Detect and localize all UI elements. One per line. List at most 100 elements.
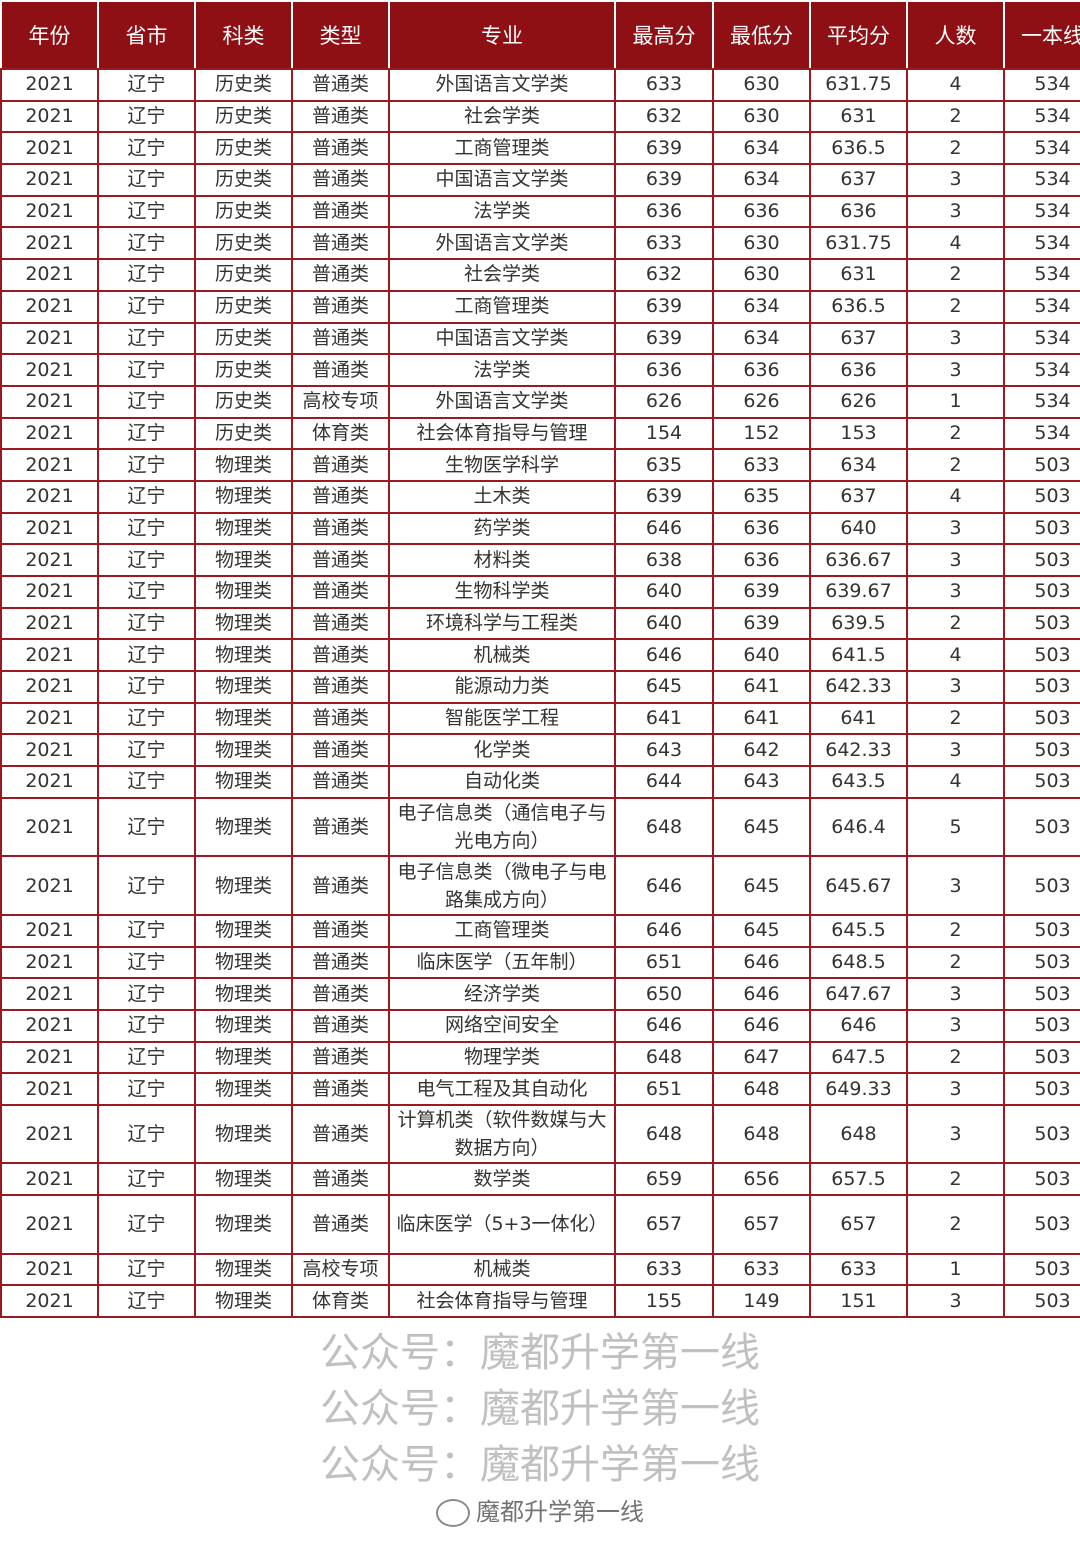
cell-cutoff: 503 [1003,511,1080,546]
cell-type: 普通类 [291,638,390,673]
cell-subject: 历史类 [194,99,293,134]
cell-count: 3 [906,1008,1005,1043]
cell-count: 3 [906,511,1005,546]
cell-province: 辽宁 [97,701,196,736]
cell-major: 外国语言文学类 [388,384,616,419]
cell-year: 2021 [0,796,99,858]
table-row: 2021 辽宁 历史类 普通类 法学类 636 636 636 3 534 [0,353,1080,387]
header-year: 年份 [0,0,99,70]
cell-year: 2021 [0,1040,99,1075]
cell-min-score: 636 [712,543,811,577]
cell-type: 普通类 [291,448,390,482]
cell-province: 辽宁 [97,258,196,292]
cell-year: 2021 [0,258,99,292]
cell-max-score: 646 [614,638,714,673]
cell-year: 2021 [0,163,99,197]
cell-avg-score: 643.5 [809,765,908,799]
cell-province: 辽宁 [97,638,196,673]
cell-major: 社会学类 [388,99,616,134]
table-row: 2021 辽宁 物理类 普通类 智能医学工程 641 641 641 2 503 [0,701,1080,736]
cell-year: 2021 [0,543,99,577]
cell-cutoff: 503 [1003,670,1080,704]
table-row: 2021 辽宁 物理类 普通类 临床医学（5+3一体化） 657 657 657 2 503 [0,1194,1080,1255]
cell-avg-score: 633 [809,1252,908,1287]
cell-subject: 历史类 [194,353,293,387]
cell-cutoff: 503 [1003,575,1080,609]
cell-year: 2021 [0,289,99,324]
cell-type: 普通类 [291,543,390,577]
cell-province: 辽宁 [97,855,196,916]
cell-province: 辽宁 [97,479,196,514]
cell-avg-score: 648 [809,1103,908,1165]
cell-major: 计算机类（软件数媒与大数据方向） [388,1103,616,1165]
cell-avg-score: 631.75 [809,226,908,261]
cell-max-score: 648 [614,1103,714,1165]
cell-major: 社会体育指导与管理 [388,1284,616,1318]
cell-count: 3 [906,1284,1005,1318]
cell-major: 社会体育指导与管理 [388,416,616,451]
cell-subject: 物理类 [194,479,293,514]
cell-major: 智能医学工程 [388,701,616,736]
cell-count: 3 [906,733,1005,768]
cell-avg-score: 647.5 [809,1040,908,1075]
cell-year: 2021 [0,353,99,387]
cell-type: 普通类 [291,163,390,197]
cell-province: 辽宁 [97,194,196,229]
table-row: 2021 辽宁 物理类 普通类 电子信息类（微电子与电路集成方向） 646 645 645.6… [0,855,1080,916]
cell-min-score: 657 [712,1194,811,1255]
cell-subject: 物理类 [194,977,293,1011]
cell-max-score: 626 [614,384,714,419]
cell-avg-score: 151 [809,1284,908,1318]
cell-min-score: 630 [712,99,811,134]
cell-min-score: 646 [712,1008,811,1043]
cell-max-score: 651 [614,945,714,980]
cell-cutoff: 503 [1003,543,1080,577]
cell-count: 3 [906,977,1005,1011]
cell-cutoff: 534 [1003,258,1080,292]
cell-major: 临床医学（五年制） [388,945,616,980]
cell-count: 3 [906,855,1005,916]
cell-type: 普通类 [291,1008,390,1043]
cell-count: 2 [906,258,1005,292]
cell-major: 法学类 [388,194,616,229]
cell-min-score: 646 [712,945,811,980]
cell-subject: 物理类 [194,765,293,799]
cell-subject: 物理类 [194,448,293,482]
table-row: 2021 辽宁 历史类 普通类 外国语言文学类 633 630 631.75 4 534 [0,226,1080,261]
cell-count: 3 [906,1072,1005,1106]
cell-min-score: 642 [712,733,811,768]
cell-major: 工商管理类 [388,913,616,948]
cell-subject: 物理类 [194,1040,293,1075]
cell-min-score: 634 [712,289,811,324]
cell-min-score: 633 [712,448,811,482]
watermark: 公众号：魔都升学第一线 [320,1442,760,1488]
cell-major: 电子信息类（微电子与电路集成方向） [388,855,616,916]
cell-count: 1 [906,1252,1005,1287]
cell-avg-score: 639.67 [809,575,908,609]
cell-type: 普通类 [291,131,390,166]
cell-max-score: 639 [614,289,714,324]
cell-province: 辽宁 [97,99,196,134]
cell-max-score: 633 [614,226,714,261]
cell-max-score: 639 [614,479,714,514]
cell-max-score: 639 [614,131,714,166]
cell-province: 辽宁 [97,1252,196,1287]
cell-subject: 历史类 [194,258,293,292]
cell-cutoff: 534 [1003,68,1080,102]
cell-max-score: 646 [614,913,714,948]
cell-min-score: 636 [712,511,811,546]
table-row: 2021 辽宁 历史类 普通类 中国语言文学类 639 634 637 3 534 [0,163,1080,197]
cell-type: 普通类 [291,606,390,641]
cell-avg-score: 641 [809,701,908,736]
cell-cutoff: 534 [1003,99,1080,134]
cell-type: 普通类 [291,855,390,916]
cell-type: 普通类 [291,977,390,1011]
cell-province: 辽宁 [97,543,196,577]
cell-year: 2021 [0,701,99,736]
cell-cutoff: 503 [1003,796,1080,858]
table-row: 2021 辽宁 物理类 普通类 电气工程及其自动化 651 648 649.33 3 503 [0,1072,1080,1106]
table-row: 2021 辽宁 物理类 普通类 材料类 638 636 636.67 3 503 [0,543,1080,577]
cell-max-score: 154 [614,416,714,451]
cell-count: 4 [906,479,1005,514]
cell-max-score: 632 [614,258,714,292]
